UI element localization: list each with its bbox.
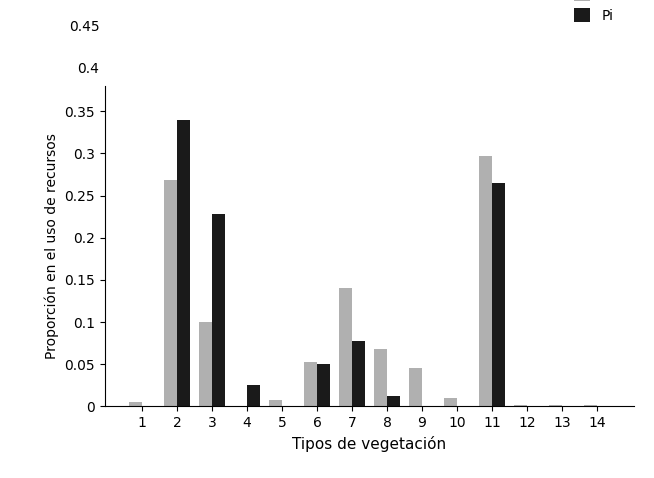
Bar — [212, 214, 226, 406]
Bar — [164, 180, 177, 406]
Bar — [129, 402, 142, 406]
Text: 0.4: 0.4 — [77, 62, 99, 76]
Bar — [373, 349, 387, 406]
Bar — [479, 156, 492, 406]
Bar — [247, 385, 260, 406]
Bar — [443, 398, 457, 406]
Bar — [549, 404, 562, 406]
Bar — [269, 401, 282, 406]
Bar — [409, 369, 422, 406]
Bar — [339, 288, 352, 406]
Bar — [317, 364, 330, 406]
Bar — [352, 341, 366, 406]
Bar — [387, 396, 400, 406]
X-axis label: Tipos de vegetación: Tipos de vegetación — [292, 435, 447, 452]
Y-axis label: Proporción en el uso de recursos: Proporción en el uso de recursos — [44, 133, 59, 359]
Bar — [513, 404, 527, 406]
Bar — [303, 362, 317, 406]
Bar — [492, 183, 506, 406]
Text: 0.45: 0.45 — [69, 20, 99, 34]
Legend: Pio, Pi: Pio, Pi — [568, 0, 627, 29]
Bar — [584, 404, 597, 406]
Bar — [199, 322, 212, 406]
Bar — [177, 120, 190, 406]
